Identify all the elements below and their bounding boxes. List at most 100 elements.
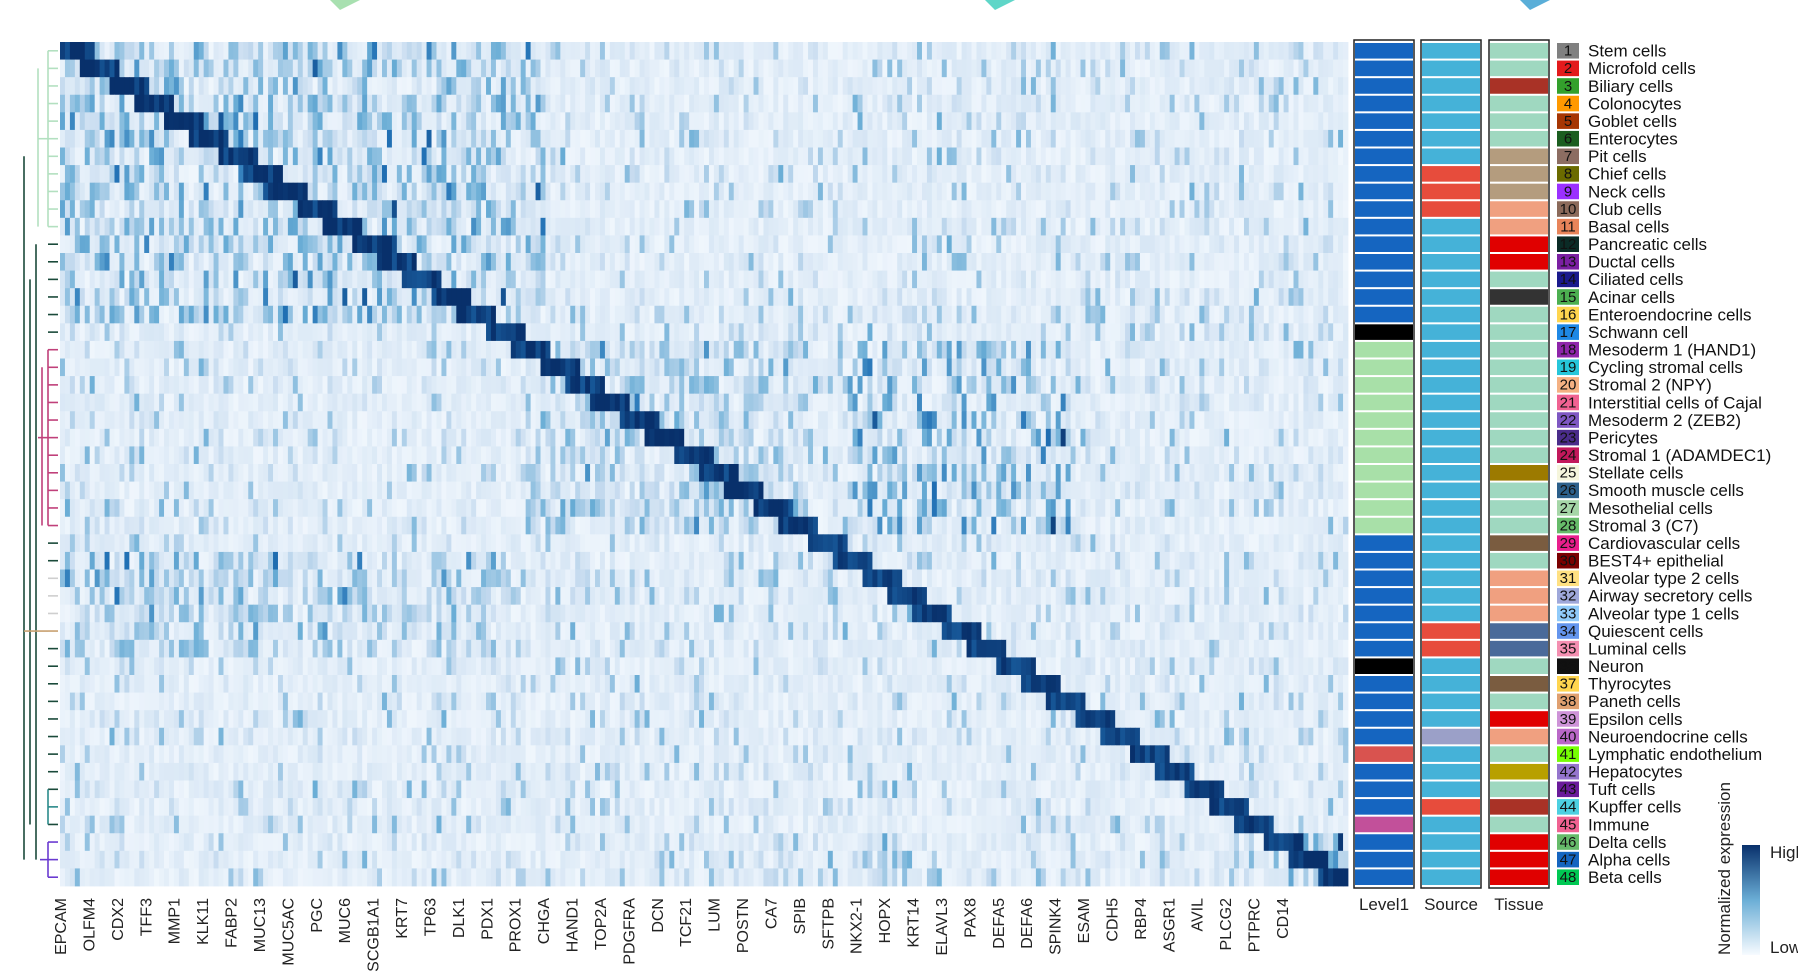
heatmap-cell: [154, 253, 160, 271]
heatmap-cell: [812, 200, 819, 219]
heatmap-cell: [386, 182, 393, 201]
heatmap-cell: [223, 200, 229, 219]
heatmap-cell: [535, 305, 541, 324]
heatmap-cell: [778, 340, 784, 359]
heatmap-cell: [441, 305, 447, 324]
heatmap-cell: [808, 253, 814, 271]
heatmap-cell: [1001, 129, 1007, 148]
heatmap-cell: [139, 288, 145, 307]
heatmap-cell: [268, 94, 274, 113]
heatmap-cell: [1016, 59, 1022, 78]
heatmap-cell: [337, 323, 343, 342]
heatmap-cell: [109, 112, 115, 131]
heatmap-cell: [1154, 147, 1161, 166]
heatmap-cell: [149, 112, 155, 131]
heatmap-cell: [238, 323, 244, 342]
heatmap-cell: [887, 323, 893, 342]
heatmap-cell: [1199, 94, 1205, 113]
heatmap-cell: [154, 129, 160, 148]
heatmap-cell: [1214, 182, 1220, 201]
heatmap-cell: [372, 217, 378, 236]
heatmap-cell: [699, 358, 705, 377]
heatmap-cell: [936, 340, 943, 359]
heatmap-cell: [1040, 235, 1047, 254]
heatmap-cell: [649, 42, 655, 60]
heatmap-cell: [104, 253, 110, 271]
heatmap-cell: [758, 147, 764, 166]
heatmap-cell: [803, 358, 809, 377]
heatmap-cell: [1333, 253, 1339, 271]
heatmap-cell: [926, 235, 933, 254]
heatmap-cell: [1021, 165, 1027, 184]
heatmap-cell: [287, 305, 294, 324]
heatmap-cell: [1026, 147, 1032, 166]
heatmap-cell: [753, 129, 759, 148]
heatmap-cell: [649, 235, 655, 254]
heatmap-cell: [327, 358, 333, 377]
heatmap-cell: [951, 200, 958, 219]
heatmap-cell: [1194, 253, 1200, 271]
heatmap-cell: [609, 200, 616, 219]
heatmap-cell: [1016, 129, 1022, 148]
heatmap-cell: [312, 42, 318, 60]
heatmap-cell: [585, 305, 591, 324]
heatmap-cell: [550, 288, 556, 307]
heatmap-cell: [842, 129, 849, 148]
heatmap-cell: [173, 288, 180, 307]
heatmap-cell: [391, 94, 398, 113]
heatmap-cell: [391, 270, 398, 289]
heatmap-cell: [312, 253, 318, 271]
heatmap-cell: [996, 217, 1002, 236]
heatmap-cell: [144, 42, 150, 60]
heatmap-cell: [803, 235, 809, 254]
heatmap-cell: [649, 77, 655, 96]
heatmap-cell: [386, 129, 393, 148]
heatmap-cell: [382, 235, 388, 254]
heatmap-cell: [991, 129, 997, 148]
heatmap-cell: [352, 165, 358, 184]
heatmap-cell: [912, 129, 918, 148]
heatmap-cell: [585, 129, 591, 148]
heatmap-cell: [1293, 94, 1299, 113]
heatmap-cell: [708, 147, 715, 166]
heatmap-cell: [451, 165, 457, 184]
heatmap-cell: [1060, 340, 1067, 359]
heatmap-cell: [1085, 42, 1091, 60]
heatmap-cell: [852, 270, 858, 289]
heatmap-cell: [669, 200, 675, 219]
heatmap-cell: [322, 200, 328, 219]
heatmap-cell: [178, 77, 185, 96]
heatmap-cell: [822, 77, 829, 96]
heatmap-cell: [421, 270, 427, 289]
heatmap-cell: [233, 323, 239, 342]
heatmap-cell: [852, 200, 858, 219]
heatmap-cell: [490, 358, 497, 377]
heatmap-cell: [1085, 323, 1091, 342]
heatmap-cell: [1065, 129, 1071, 148]
heatmap-cell: [134, 217, 140, 236]
heatmap-cell: [812, 129, 819, 148]
heatmap-cell: [1105, 217, 1111, 236]
heatmap-cell: [1263, 112, 1270, 131]
heatmap-cell: [1278, 200, 1284, 219]
heatmap-cell: [69, 77, 76, 96]
heatmap-cell: [1268, 94, 1275, 113]
heatmap-cell: [520, 235, 527, 254]
heatmap-cell: [1253, 253, 1260, 271]
heatmap-cell: [401, 77, 408, 96]
heatmap-cell: [253, 270, 259, 289]
heatmap-cell: [644, 112, 650, 131]
heatmap-cell: [570, 340, 576, 359]
heatmap-cell: [238, 200, 244, 219]
heatmap-cell: [223, 77, 229, 96]
heatmap-cell: [1283, 217, 1289, 236]
heatmap-cell: [1273, 217, 1280, 236]
heatmap-cell: [1328, 94, 1334, 113]
heatmap-cell: [986, 129, 992, 148]
heatmap-cell: [753, 59, 759, 78]
heatmap-cell: [273, 182, 279, 201]
heatmap-cell: [1026, 112, 1032, 131]
heatmap-cell: [540, 217, 546, 236]
heatmap-cell: [1199, 358, 1205, 377]
heatmap-cell: [1258, 217, 1265, 236]
